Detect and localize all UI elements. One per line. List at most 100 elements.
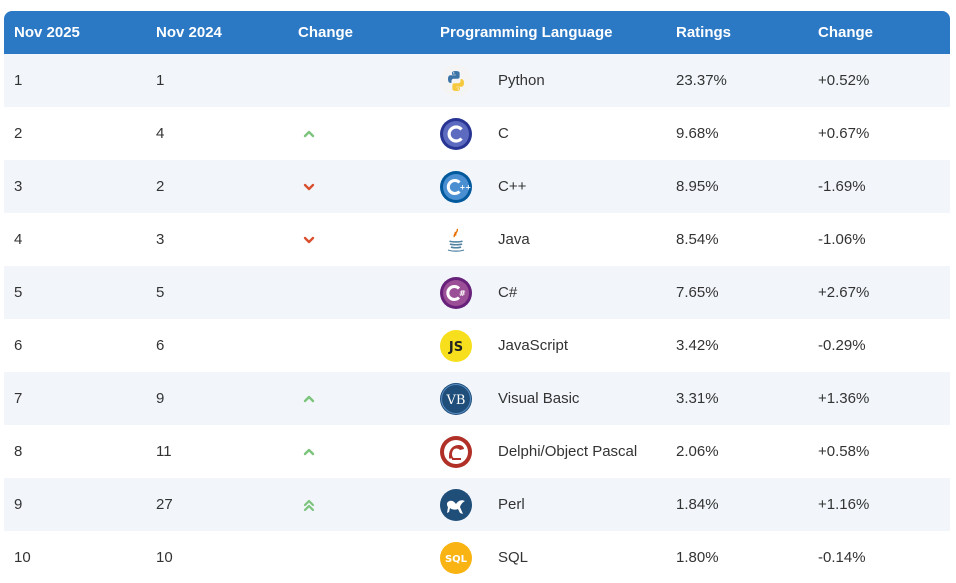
delphi-logo-icon bbox=[440, 435, 472, 468]
cpp-logo-icon: ++ bbox=[440, 170, 472, 203]
change-cell: +0.52% bbox=[808, 54, 950, 107]
javascript-logo-icon: JS bbox=[440, 329, 472, 362]
trend-cell bbox=[288, 54, 430, 107]
column-header-language[interactable]: Programming Language bbox=[430, 11, 666, 54]
change-cell: +0.58% bbox=[808, 425, 950, 478]
rank-2025-cell: 8 bbox=[4, 425, 146, 478]
svg-text:++: ++ bbox=[460, 183, 472, 191]
java-logo-icon bbox=[440, 223, 472, 256]
language-name: C bbox=[498, 125, 509, 142]
language-cell: Perl bbox=[430, 478, 666, 531]
change-cell: -1.06% bbox=[808, 213, 950, 266]
rank-2024-cell: 9 bbox=[146, 372, 288, 425]
table-row[interactable]: 5 5 # C# 7.65% +2.67% bbox=[4, 266, 950, 319]
rank-2025-cell: 3 bbox=[4, 160, 146, 213]
double-arrow-up-icon bbox=[302, 498, 316, 512]
column-header-trend[interactable]: Change bbox=[288, 11, 430, 54]
language-name: SQL bbox=[498, 549, 529, 566]
trend-cell bbox=[288, 425, 430, 478]
rating-cell: 3.42% bbox=[666, 319, 808, 372]
language-cell: C bbox=[430, 107, 666, 160]
language-name: C# bbox=[498, 284, 518, 301]
column-header-change[interactable]: Change bbox=[808, 11, 950, 54]
rank-2024-cell: 3 bbox=[146, 213, 288, 266]
language-cell: Python bbox=[430, 54, 666, 107]
arrow-down-icon bbox=[302, 180, 316, 194]
change-cell: +2.67% bbox=[808, 266, 950, 319]
rank-2024-cell: 6 bbox=[146, 319, 288, 372]
rating-cell: 8.54% bbox=[666, 213, 808, 266]
table-row[interactable]: 4 3 Java 8.54% -1.06% bbox=[4, 213, 950, 266]
column-header-rank-2025[interactable]: Nov 2025 bbox=[4, 11, 146, 54]
table-row[interactable]: 8 11 Delphi/Object Pascal 2.06% +0.58% bbox=[4, 425, 950, 478]
rating-cell: 1.84% bbox=[666, 478, 808, 531]
rank-2025-cell: 7 bbox=[4, 372, 146, 425]
trend-cell bbox=[288, 213, 430, 266]
language-name: C++ bbox=[498, 178, 527, 195]
arrow-up-icon bbox=[302, 127, 316, 141]
change-cell: -1.69% bbox=[808, 160, 950, 213]
table-row[interactable]: 10 10 SQL SQL 1.80% -0.14% bbox=[4, 531, 950, 583]
rank-2024-cell: 4 bbox=[146, 107, 288, 160]
svg-text:VB: VB bbox=[446, 393, 466, 408]
ranking-table-container: Nov 2025 Nov 2024 Change Programming Lan… bbox=[4, 11, 950, 583]
language-name: Perl bbox=[498, 496, 525, 513]
change-cell: +0.67% bbox=[808, 107, 950, 160]
table-row[interactable]: 7 9 VB Visual Basic 3.31% +1.36% bbox=[4, 372, 950, 425]
svg-text:JS: JS bbox=[448, 340, 463, 355]
rank-2025-cell: 2 bbox=[4, 107, 146, 160]
rating-cell: 1.80% bbox=[666, 531, 808, 583]
trend-cell bbox=[288, 266, 430, 319]
table-row[interactable]: 2 4 C 9.68% +0.67% bbox=[4, 107, 950, 160]
language-name: Visual Basic bbox=[498, 390, 580, 407]
rating-cell: 23.37% bbox=[666, 54, 808, 107]
trend-cell bbox=[288, 319, 430, 372]
language-name: Java bbox=[498, 231, 530, 248]
sql-logo-icon: SQL bbox=[440, 541, 472, 574]
rating-cell: 3.31% bbox=[666, 372, 808, 425]
rank-2024-cell: 27 bbox=[146, 478, 288, 531]
svg-text:#: # bbox=[459, 289, 466, 298]
language-cell: SQL SQL bbox=[430, 531, 666, 583]
rank-2024-cell: 2 bbox=[146, 160, 288, 213]
rank-2024-cell: 11 bbox=[146, 425, 288, 478]
table-row[interactable]: 6 6 JS JavaScript 3.42% -0.29% bbox=[4, 319, 950, 372]
arrow-up-icon bbox=[302, 392, 316, 406]
language-name: Delphi/Object Pascal bbox=[498, 443, 638, 460]
svg-text:SQL: SQL bbox=[445, 554, 468, 565]
language-name: Python bbox=[498, 72, 545, 89]
rank-2025-cell: 1 bbox=[4, 54, 146, 107]
language-cell: Java bbox=[430, 213, 666, 266]
change-cell: +1.16% bbox=[808, 478, 950, 531]
trend-cell bbox=[288, 372, 430, 425]
change-cell: -0.14% bbox=[808, 531, 950, 583]
arrow-up-icon bbox=[302, 445, 316, 459]
rank-2024-cell: 10 bbox=[146, 531, 288, 583]
perl-logo-icon bbox=[440, 488, 472, 521]
change-cell: -0.29% bbox=[808, 319, 950, 372]
python-logo-icon bbox=[440, 64, 472, 97]
language-cell: VB Visual Basic bbox=[430, 372, 666, 425]
change-cell: +1.36% bbox=[808, 372, 950, 425]
rating-cell: 8.95% bbox=[666, 160, 808, 213]
language-cell: ++ C++ bbox=[430, 160, 666, 213]
language-cell: JS JavaScript bbox=[430, 319, 666, 372]
column-header-rank-2024[interactable]: Nov 2024 bbox=[146, 11, 288, 54]
rank-2024-cell: 1 bbox=[146, 54, 288, 107]
table-row[interactable]: 3 2 ++ C++ 8.95% -1.69% bbox=[4, 160, 950, 213]
csharp-logo-icon: # bbox=[440, 276, 472, 309]
table-header-row: Nov 2025 Nov 2024 Change Programming Lan… bbox=[4, 11, 950, 54]
rank-2025-cell: 4 bbox=[4, 213, 146, 266]
trend-cell bbox=[288, 160, 430, 213]
rating-cell: 2.06% bbox=[666, 425, 808, 478]
rank-2025-cell: 9 bbox=[4, 478, 146, 531]
trend-cell bbox=[288, 478, 430, 531]
table-row[interactable]: 1 1 Python 23.37% +0.52% bbox=[4, 54, 950, 107]
table-row[interactable]: 9 27 Perl 1.84% +1.16% bbox=[4, 478, 950, 531]
trend-cell bbox=[288, 107, 430, 160]
rating-cell: 9.68% bbox=[666, 107, 808, 160]
trend-cell bbox=[288, 531, 430, 583]
column-header-ratings[interactable]: Ratings bbox=[666, 11, 808, 54]
ranking-table: Nov 2025 Nov 2024 Change Programming Lan… bbox=[4, 11, 950, 583]
c-logo-icon bbox=[440, 117, 472, 150]
